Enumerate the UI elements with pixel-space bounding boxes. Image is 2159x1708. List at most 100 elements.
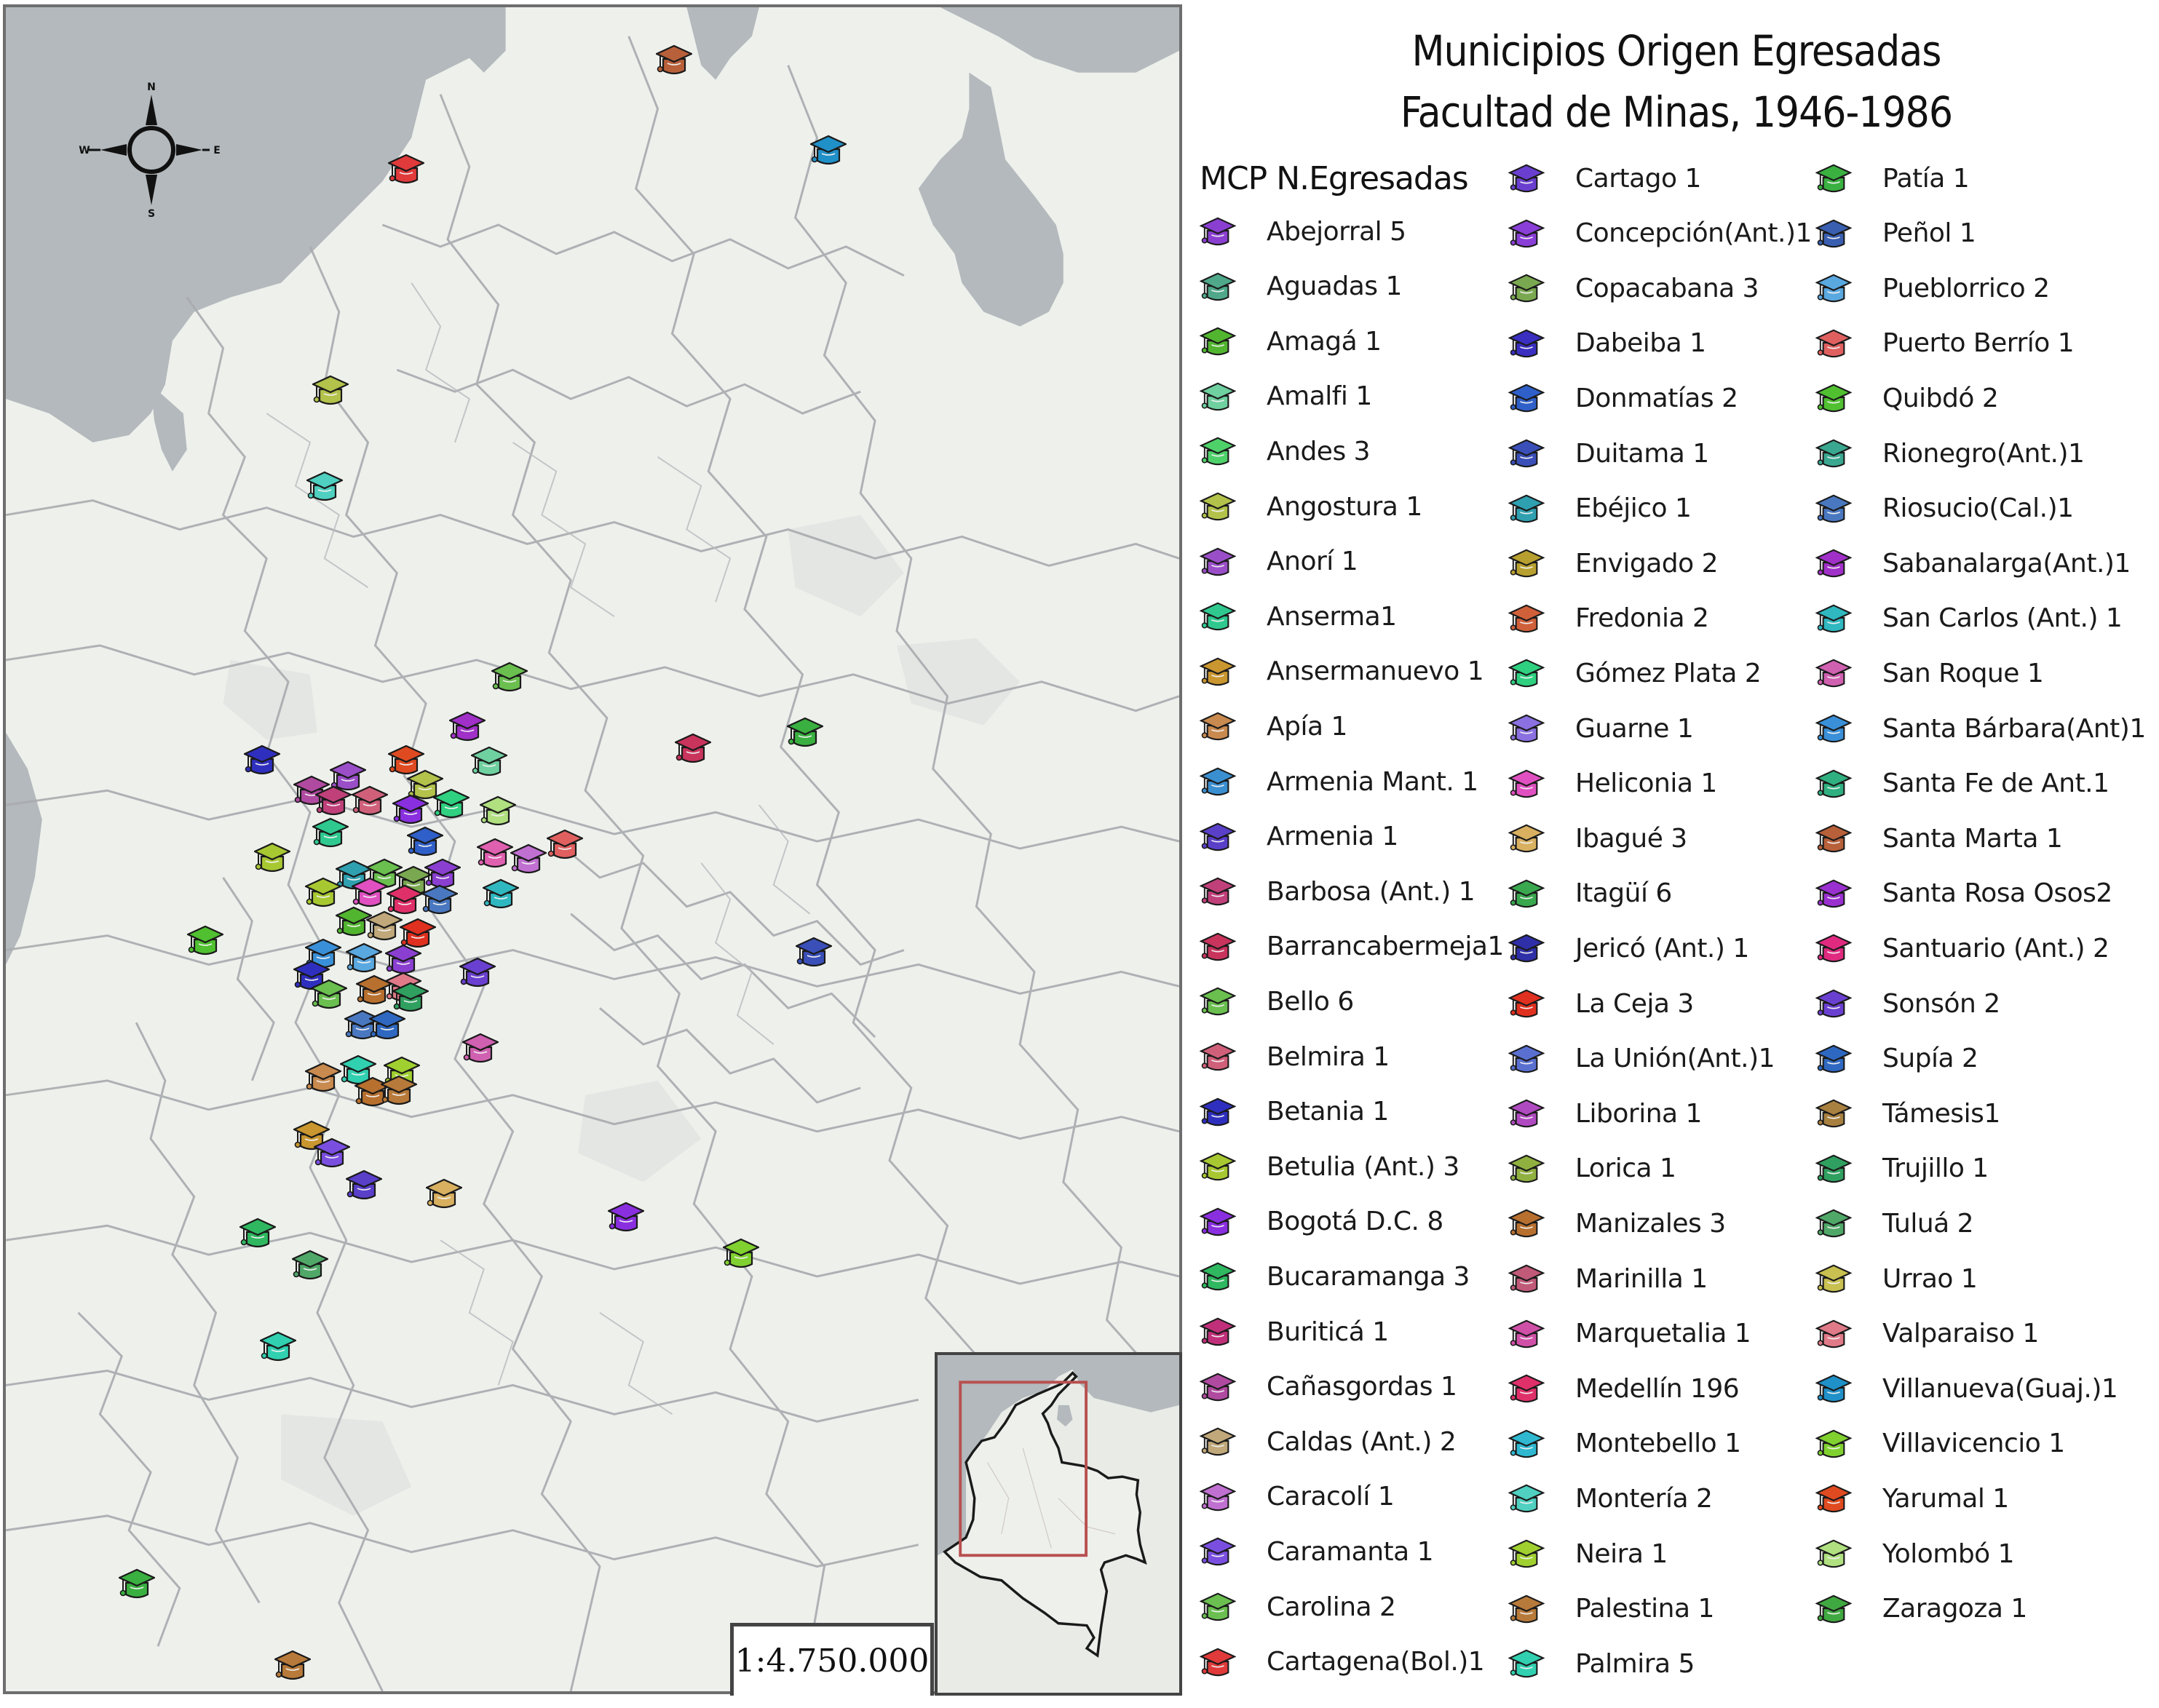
graduation-cap-marker[interactable]: [424, 857, 461, 890]
graduation-cap-marker[interactable]: [312, 816, 349, 849]
graduation-cap-marker[interactable]: [392, 793, 429, 826]
graduation-cap-icon: [1200, 1260, 1236, 1292]
legend-item-label: Guarne 1: [1575, 713, 1694, 744]
graduation-cap-marker[interactable]: [369, 1008, 405, 1041]
graduation-cap-icon: [1200, 1151, 1236, 1183]
graduation-cap-marker[interactable]: [407, 768, 443, 801]
legend-item: Armenia 1: [1200, 815, 1398, 859]
graduation-cap-marker[interactable]: [254, 841, 290, 874]
legend-item: Santa Rosa Osos2: [1815, 872, 2112, 915]
graduation-cap-icon: [1815, 162, 1852, 194]
legend-item: Dabeiba 1: [1508, 322, 1706, 365]
graduation-cap-icon: [1200, 1591, 1236, 1623]
graduation-cap-marker[interactable]: [315, 784, 352, 817]
graduation-cap-icon: [1200, 271, 1236, 303]
graduation-cap-marker[interactable]: [392, 980, 429, 1014]
graduation-cap-marker[interactable]: [292, 1248, 328, 1282]
legend-item: Aguadas 1: [1200, 265, 1402, 309]
legend-item-label: Belmira 1: [1267, 1041, 1390, 1072]
graduation-cap-marker[interactable]: [421, 883, 458, 916]
graduation-cap-marker[interactable]: [244, 743, 280, 776]
graduation-cap-marker[interactable]: [293, 774, 330, 807]
legend-item-label: Caracolí 1: [1267, 1482, 1395, 1512]
legend-item-label: Villavicencio 1: [1882, 1429, 2065, 1459]
graduation-cap-marker[interactable]: [483, 877, 519, 910]
graduation-cap-marker[interactable]: [656, 43, 692, 76]
map-panel[interactable]: N S W E: [3, 4, 1182, 1694]
graduation-cap-marker[interactable]: [119, 1567, 155, 1600]
graduation-cap-icon: [1815, 1428, 1852, 1460]
graduation-cap-marker[interactable]: [381, 1073, 417, 1107]
graduation-cap-marker[interactable]: [723, 1236, 759, 1270]
graduation-cap-marker[interactable]: [336, 905, 372, 938]
graduation-cap-marker[interactable]: [810, 133, 847, 167]
legend-item: Armenia Mant. 1: [1200, 760, 1478, 803]
graduation-cap-marker[interactable]: [388, 743, 424, 776]
legend-item: Amalfi 1: [1200, 375, 1372, 418]
graduation-cap-icon: [1200, 1371, 1236, 1403]
graduation-cap-marker[interactable]: [426, 1177, 462, 1210]
graduation-cap-marker[interactable]: [305, 875, 341, 909]
legend-item: Yarumal 1: [1815, 1477, 2009, 1520]
graduation-cap-marker[interactable]: [330, 759, 366, 793]
graduation-cap-marker[interactable]: [547, 827, 583, 861]
graduation-cap-marker[interactable]: [366, 909, 403, 942]
legend-item: Medellín 196: [1508, 1367, 1740, 1410]
graduation-cap-marker[interactable]: [510, 842, 547, 875]
graduation-cap-icon: [1508, 603, 1545, 635]
graduation-cap-marker[interactable]: [274, 1648, 311, 1682]
graduation-cap-marker[interactable]: [796, 935, 832, 969]
legend-item-label: Supía 2: [1882, 1044, 1978, 1074]
graduation-cap-marker[interactable]: [480, 794, 516, 827]
legend-item: Abejorral 5: [1200, 210, 1406, 253]
graduation-cap-icon: [1508, 657, 1545, 689]
graduation-cap-marker[interactable]: [462, 1031, 499, 1065]
graduation-cap-marker[interactable]: [311, 977, 347, 1011]
graduation-cap-marker[interactable]: [491, 660, 528, 694]
graduation-cap-marker[interactable]: [471, 744, 507, 778]
legend-item-label: Betania 1: [1267, 1097, 1389, 1127]
legend-item: Patía 1: [1815, 156, 1970, 200]
graduation-cap-icon: [1815, 1538, 1852, 1570]
graduation-cap-icon: [1200, 600, 1236, 632]
legend-item-label: Dabeiba 1: [1575, 328, 1706, 359]
graduation-cap-marker[interactable]: [477, 836, 513, 870]
graduation-cap-marker[interactable]: [312, 373, 349, 407]
graduation-cap-marker[interactable]: [346, 941, 382, 974]
graduation-cap-marker[interactable]: [787, 715, 823, 749]
legend-item-label: La Unión(Ant.)1: [1575, 1044, 1775, 1074]
graduation-cap-marker[interactable]: [305, 1060, 341, 1094]
graduation-cap-marker[interactable]: [433, 787, 470, 820]
legend-item-label: Caldas (Ant.) 2: [1267, 1426, 1457, 1457]
graduation-cap-icon: [1815, 932, 1852, 964]
legend-item-label: Palmira 5: [1575, 1648, 1695, 1679]
graduation-cap-icon: [1200, 821, 1236, 853]
graduation-cap-marker[interactable]: [459, 956, 496, 989]
legend-item: Sonsón 2: [1815, 982, 2000, 1025]
graduation-cap-marker[interactable]: [449, 710, 486, 743]
legend-item-label: Cartagena(Bol.)1: [1267, 1647, 1485, 1677]
graduation-cap-marker[interactable]: [352, 784, 388, 817]
graduation-cap-marker[interactable]: [385, 942, 421, 976]
graduation-cap-marker[interactable]: [388, 152, 424, 186]
legend-item-label: Duitama 1: [1575, 438, 1709, 469]
graduation-cap-icon: [1200, 546, 1236, 578]
graduation-cap-marker[interactable]: [306, 469, 343, 503]
graduation-cap-marker[interactable]: [260, 1330, 296, 1363]
graduation-cap-marker[interactable]: [407, 825, 443, 858]
graduation-cap-marker[interactable]: [314, 1136, 350, 1169]
graduation-cap-marker[interactable]: [346, 1168, 382, 1201]
graduation-cap-icon: [1815, 1318, 1852, 1350]
graduation-cap-marker[interactable]: [387, 883, 423, 916]
legend-item: Quibdó 2: [1815, 376, 1999, 420]
graduation-cap-marker[interactable]: [608, 1200, 644, 1234]
graduation-cap-marker[interactable]: [352, 875, 388, 909]
legend-item: La Unión(Ant.)1: [1508, 1037, 1775, 1081]
graduation-cap-marker[interactable]: [675, 731, 711, 765]
graduation-cap-marker[interactable]: [187, 923, 223, 957]
graduation-cap-icon: [1200, 1316, 1236, 1348]
legend-item: Manizales 3: [1508, 1201, 1726, 1245]
graduation-cap-marker[interactable]: [400, 916, 436, 950]
graduation-cap-marker[interactable]: [239, 1216, 276, 1250]
graduation-cap-icon: [1200, 1426, 1236, 1458]
